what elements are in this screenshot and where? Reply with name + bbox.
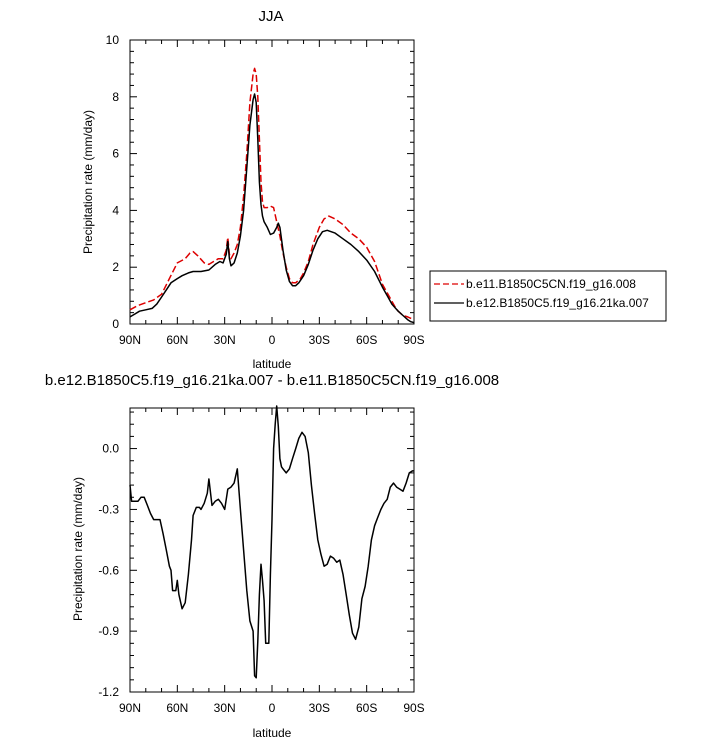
y-tick-label: -1.2	[98, 685, 119, 699]
x-tick-label: 30S	[309, 333, 330, 347]
x-tick-label: 60S	[356, 333, 377, 347]
y-tick-label: 4	[112, 203, 119, 217]
x-tick-label: 90S	[403, 701, 424, 715]
x-tick-label: 90N	[119, 333, 141, 347]
top-y-axis-label: Precipitation rate (mm/day)	[81, 110, 95, 254]
x-tick-label: 60S	[356, 701, 377, 715]
bottom-panel: b.e12.B1850C5.f19_g16.21ka.007 - b.e11.B…	[45, 372, 499, 740]
y-tick-label: 8	[112, 90, 119, 104]
x-tick-label: 60N	[166, 333, 188, 347]
y-tick-label: 0.0	[102, 442, 119, 456]
series-line-1	[129, 67, 415, 321]
x-tick-label: 0	[269, 333, 276, 347]
series-line-1	[129, 405, 414, 679]
y-tick-label: -0.9	[98, 624, 119, 638]
legend-box	[429, 270, 667, 322]
y-tick-label: 6	[112, 147, 119, 161]
legend-label-series-2: b.e12.B1850C5.f19_g16.21ka.007	[466, 296, 649, 310]
x-tick-label: 0	[269, 701, 276, 715]
x-tick-label: 30N	[214, 701, 236, 715]
series-line-2	[129, 93, 415, 324]
x-tick-label: 90S	[403, 333, 424, 347]
bottom-chart-title: b.e12.B1850C5.f19_g16.21ka.007 - b.e11.B…	[45, 372, 499, 389]
x-tick-label: 30S	[309, 701, 330, 715]
top-x-axis-label: latitude	[253, 357, 292, 371]
bottom-plot-frame	[129, 407, 415, 693]
y-tick-label: 2	[112, 260, 119, 274]
x-tick-label: 60N	[166, 701, 188, 715]
y-tick-label: -0.3	[98, 502, 119, 516]
bottom-y-axis-label: Precipitation rate (mm/day)	[71, 477, 85, 621]
legend: b.e11.B1850C5CN.f19_g16.008 b.e12.B1850C…	[429, 270, 667, 322]
legend-label-series-1: b.e11.B1850C5CN.f19_g16.008	[466, 277, 636, 291]
top-chart-title: JJA	[258, 8, 283, 25]
y-tick-label: -0.6	[98, 563, 119, 577]
x-tick-label: 30N	[214, 333, 236, 347]
x-tick-label: 90N	[119, 701, 141, 715]
y-tick-label: 10	[106, 33, 120, 47]
y-tick-label: 0	[112, 317, 119, 331]
bottom-x-axis-label: latitude	[253, 726, 292, 740]
